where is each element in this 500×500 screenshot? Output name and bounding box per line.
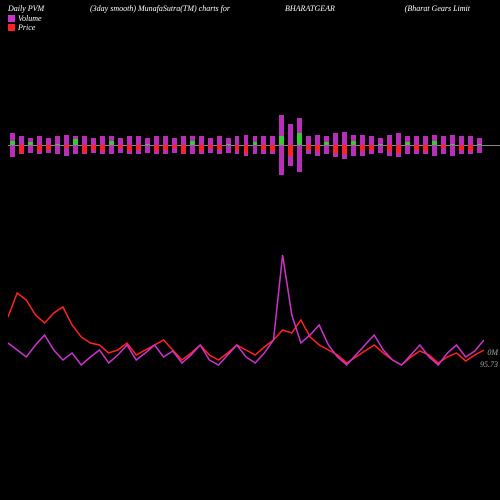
up-bar [109,141,114,146]
vol-end-label: 0M [487,348,498,357]
line-chart [8,245,484,415]
down-bar [19,145,24,153]
down-bar [441,145,446,148]
volume-bar [378,138,383,153]
down-bar [82,145,87,153]
up-bar [405,142,410,145]
down-bar [163,145,168,150]
down-bar [423,145,428,151]
down-bar [127,145,132,151]
down-bar [288,145,293,156]
up-bar [253,142,258,145]
down-bar [360,145,365,151]
volume-bar [253,136,258,154]
down-bar [118,145,123,148]
up-bar [55,144,60,146]
down-bar [333,145,338,153]
up-bar [324,142,329,145]
down-bar [244,145,249,153]
volume-bar [351,135,356,156]
volume-bar [450,135,455,156]
volume-label: Volume [18,14,42,23]
header-left: Daily PVM [8,4,44,13]
down-bar [100,145,105,151]
volume-bar [405,136,410,154]
volume-bar [145,138,150,153]
down-bar [396,145,401,153]
up-bar [351,141,356,146]
volume-bar [477,138,482,153]
volume-swatch [8,15,15,22]
header-right: (Bharat Gears Limit [405,4,470,13]
volume-bar [297,118,302,172]
up-bar [190,141,195,146]
volume-bar [324,136,329,154]
up-bar [226,144,231,146]
header-mid1: (3day smooth) MunafaSutra(TM) charts for [90,4,230,13]
up-bar [28,142,33,145]
volume-bar [190,136,195,154]
volume-bar [226,138,231,153]
volume-bar [55,136,60,154]
volume-bar [10,133,15,157]
down-bar [217,145,222,150]
header-ticker: BHARATGEAR [285,4,335,13]
down-bar [37,145,42,151]
down-bar [199,145,204,151]
down-bar [208,145,213,148]
up-bar [10,141,15,146]
volume-line [8,255,484,365]
up-bar [477,144,482,146]
up-bar [432,141,437,146]
down-bar [261,145,266,150]
legend-volume: Volume [8,14,42,23]
price-line [8,293,484,365]
down-bar [64,145,69,148]
down-bar [136,145,141,150]
down-bar [154,145,159,151]
bar-chart [8,115,484,175]
down-bar [46,145,51,150]
up-bar [73,139,78,145]
up-bar [378,144,383,146]
volume-bar [279,115,284,175]
volume-bar [28,138,33,153]
down-bar [387,145,392,151]
down-bar [414,145,419,150]
down-bar [181,145,186,153]
up-bar [145,144,150,146]
down-bar [91,145,96,150]
up-bar [450,144,455,146]
chart-header: Daily PVM (3day smooth) MunafaSutra(TM) … [0,4,500,20]
volume-bar [109,136,114,154]
line-svg [8,245,484,415]
down-bar [468,145,473,151]
down-bar [369,145,374,150]
down-bar [315,145,320,151]
price-label: Price [18,23,35,32]
legend: Volume Price [8,14,42,32]
price-swatch [8,24,15,31]
volume-bar [432,135,437,156]
down-bar [172,145,177,148]
up-bar [297,133,302,145]
legend-price: Price [8,23,42,32]
bar-baseline-ext [484,145,500,146]
down-bar [342,145,347,154]
down-bar [459,145,464,150]
price-end-label: 95.73 [480,360,498,369]
down-bar [235,145,240,151]
up-bar [279,136,284,145]
down-bar [270,145,275,151]
down-bar [306,145,311,150]
